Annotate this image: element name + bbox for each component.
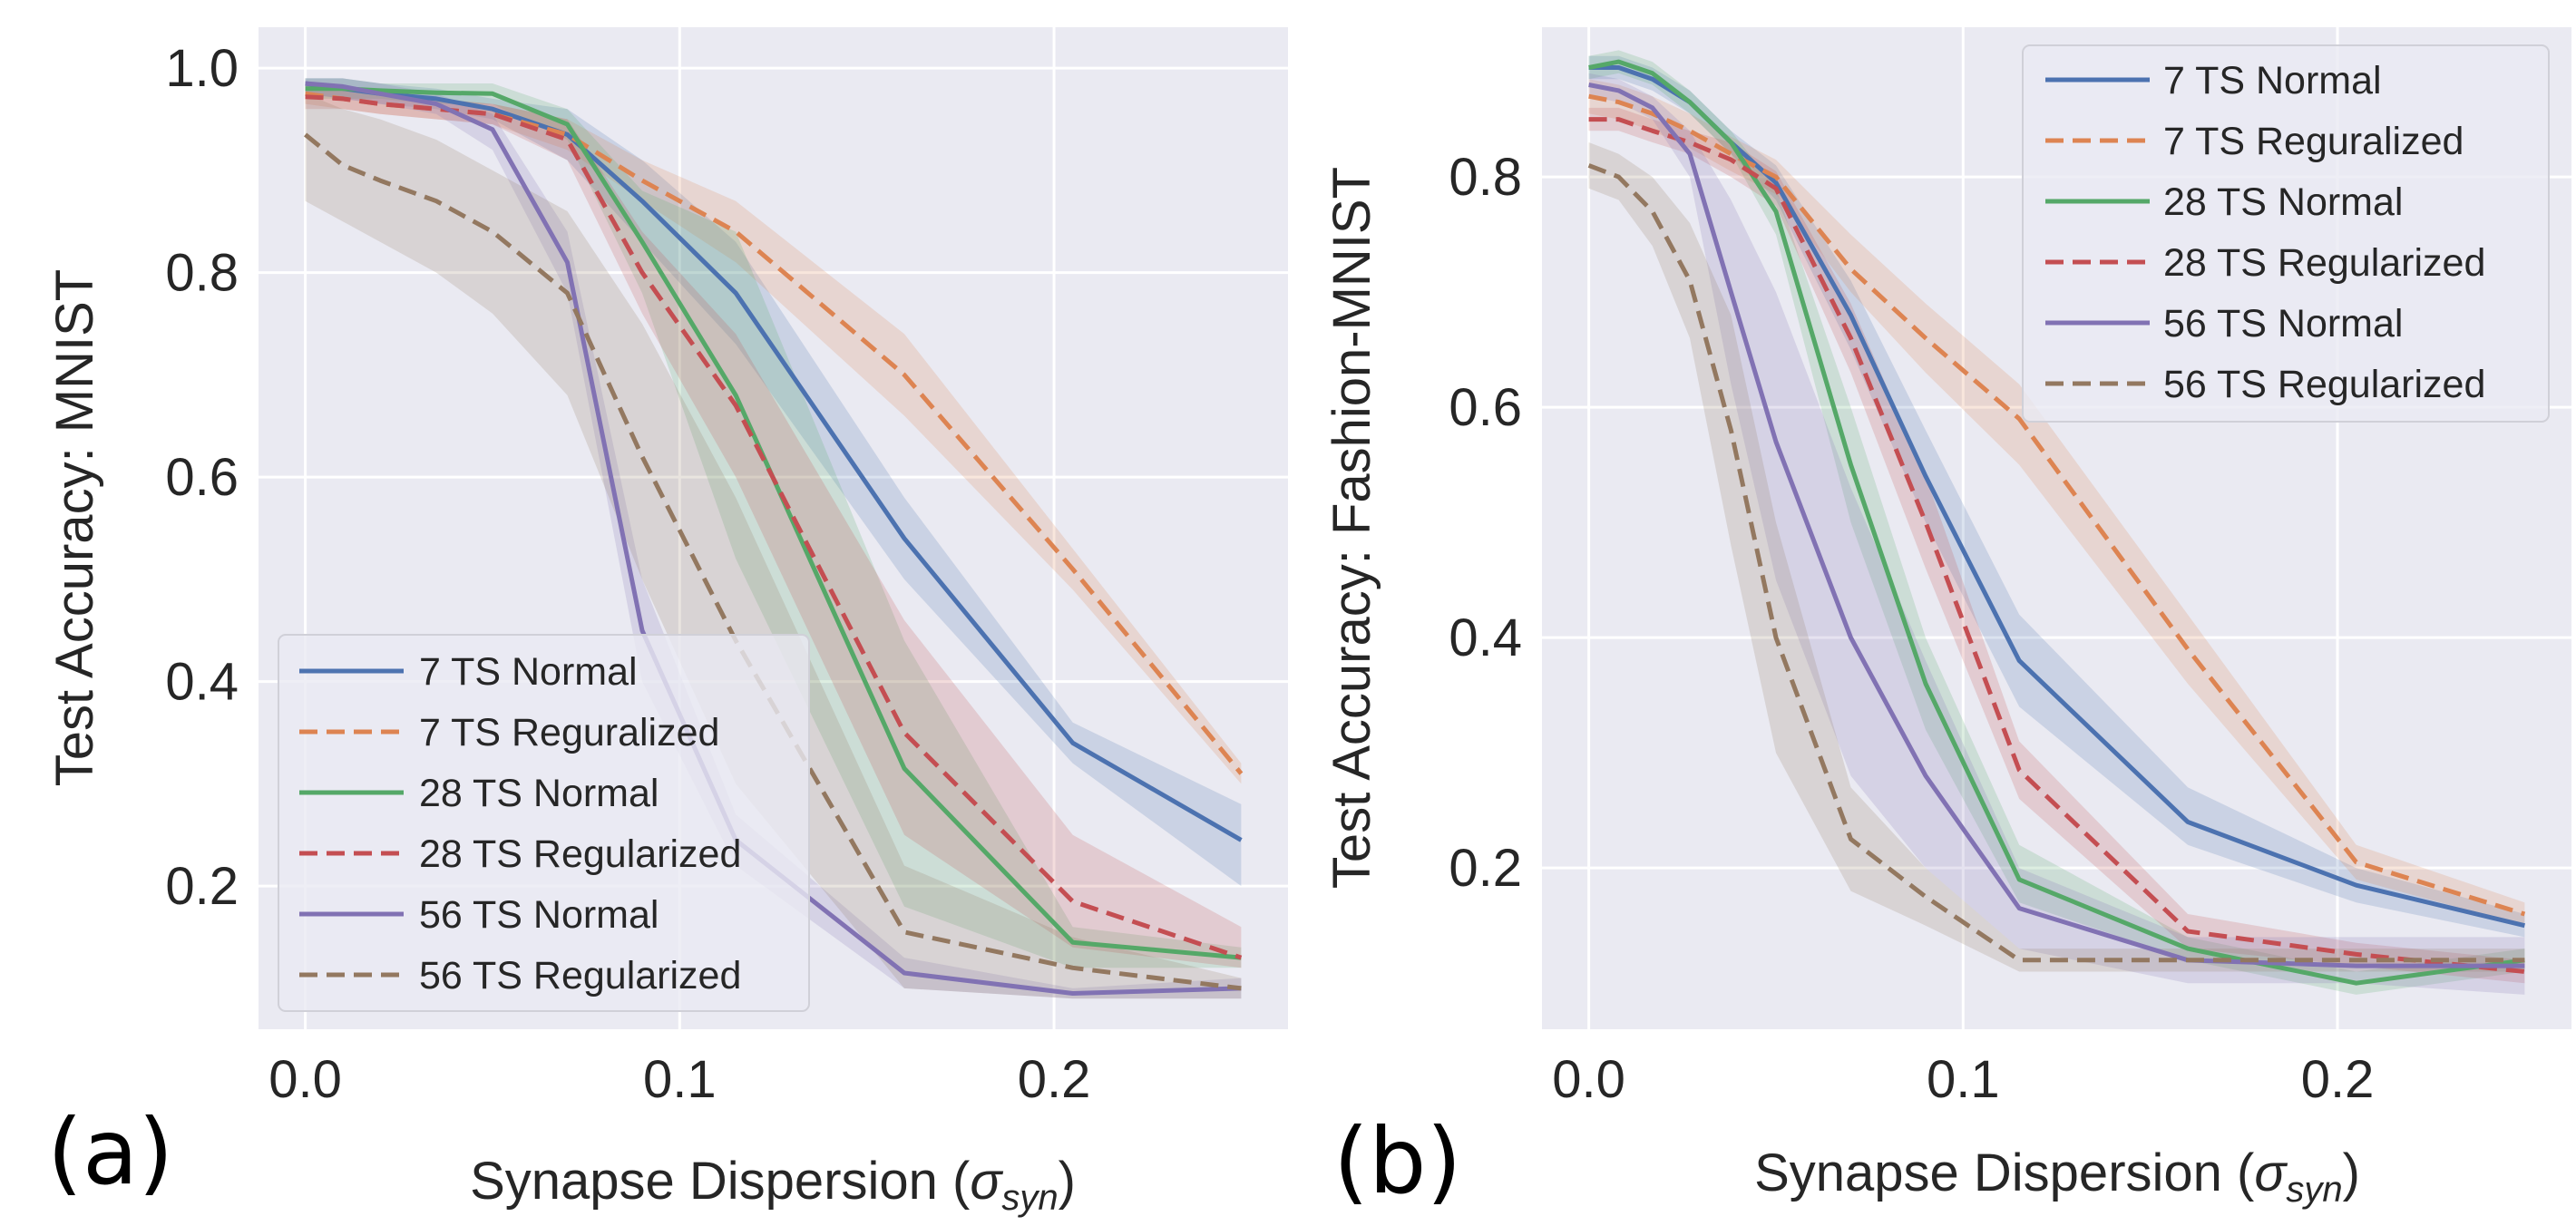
legend-label: 56 TS Regularized bbox=[419, 954, 741, 997]
x-tick-label: 0.0 bbox=[268, 1050, 342, 1109]
x-tick-label: 0.0 bbox=[1552, 1050, 1625, 1109]
y-tick-label: 0.4 bbox=[165, 653, 239, 712]
confidence-band bbox=[305, 78, 1242, 968]
y-tick-labels-b: 0.2 0.4 0.6 0.8 bbox=[1449, 148, 1522, 898]
y-axis-label-a: Test Accuracy: MNIST bbox=[45, 269, 104, 786]
x-tick-label: 0.2 bbox=[2301, 1050, 2375, 1109]
series-lines-a bbox=[304, 81, 1244, 996]
y-tick-label: 0.6 bbox=[165, 448, 239, 507]
x-tick-labels-a: 0.0 0.1 0.2 bbox=[268, 1050, 1090, 1109]
legend-label: 7 TS Reguralized bbox=[2163, 120, 2464, 163]
panel-label-b: (b) bbox=[1333, 1108, 1462, 1214]
legend-label: 56 TS Normal bbox=[419, 893, 659, 937]
series-line bbox=[1588, 93, 2526, 917]
x-axis-label-b: Synapse Dispersion (σsyn) bbox=[1754, 1143, 2360, 1210]
confidence-band bbox=[305, 78, 1242, 887]
x-tick-label: 0.1 bbox=[1927, 1050, 2000, 1109]
y-tick-labels-a: 0.2 0.4 0.6 0.8 1.0 bbox=[165, 39, 239, 916]
x-tick-label: 0.1 bbox=[643, 1050, 717, 1109]
panel-label-a: (a) bbox=[47, 1099, 173, 1205]
panel-a: 0.2 0.4 0.6 0.8 1.0 0.0 0.1 0.2 Test Accuracy:… bbox=[45, 27, 1288, 1218]
legend-b: 7 TS Normal 7 TS Reguralized 28 TS Normal 2… bbox=[2022, 44, 2550, 423]
confidence-band bbox=[305, 93, 1242, 999]
series-lines-b bbox=[1587, 59, 2526, 986]
x-tick-labels-b: 0.0 0.1 0.2 bbox=[1552, 1050, 2374, 1109]
confidence-band bbox=[1588, 55, 2525, 938]
panel-b: 0.2 0.4 0.6 0.8 0.0 0.1 0.2 Test Accuracy: Fa… bbox=[1322, 27, 2571, 1214]
x-tick-label: 0.2 bbox=[1018, 1050, 1091, 1109]
legend-box-b bbox=[2022, 44, 2550, 423]
legend-label: 28 TS Normal bbox=[419, 772, 659, 815]
x-axis-label-a: Synapse Dispersion (σsyn) bbox=[470, 1152, 1076, 1218]
legend-label: 28 TS Normal bbox=[2163, 180, 2403, 224]
series-line bbox=[304, 132, 1242, 991]
series-line bbox=[305, 81, 1242, 996]
confidence-band bbox=[1588, 79, 2525, 926]
legend-box-a bbox=[278, 634, 810, 1012]
y-tick-label: 0.2 bbox=[165, 857, 239, 916]
series-line bbox=[1588, 65, 2525, 929]
y-tick-label: 0.8 bbox=[1449, 148, 1522, 207]
series-line bbox=[1588, 117, 2525, 974]
y-tick-label: 0.8 bbox=[165, 244, 239, 303]
legend-label: 28 TS Regularized bbox=[419, 832, 741, 876]
confidence-band bbox=[1588, 73, 2525, 995]
y-tick-label: 0.6 bbox=[1449, 378, 1522, 437]
confidence-band bbox=[305, 83, 1242, 968]
series-line bbox=[1587, 163, 2525, 963]
confidence-bands-a bbox=[305, 78, 1242, 999]
y-tick-label: 1.0 bbox=[165, 39, 239, 98]
legend-label: 56 TS Regularized bbox=[2163, 363, 2485, 406]
legend-a: 7 TS Normal 7 TS Reguralized 28 TS Normal 2… bbox=[278, 634, 810, 1012]
legend-label: 7 TS Reguralized bbox=[419, 711, 719, 754]
series-line bbox=[305, 94, 1243, 960]
series-line bbox=[1588, 59, 2525, 986]
legend-label: 56 TS Normal bbox=[2163, 302, 2403, 345]
y-tick-label: 0.4 bbox=[1449, 608, 1522, 667]
legend-label: 7 TS Normal bbox=[2163, 59, 2382, 102]
legend-label: 7 TS Normal bbox=[419, 650, 638, 694]
y-axis-label-b: Test Accuracy: Fashion-MNIST bbox=[1322, 167, 1381, 889]
y-tick-label: 0.2 bbox=[1449, 839, 1522, 898]
legend-label: 28 TS Regularized bbox=[2163, 241, 2485, 285]
